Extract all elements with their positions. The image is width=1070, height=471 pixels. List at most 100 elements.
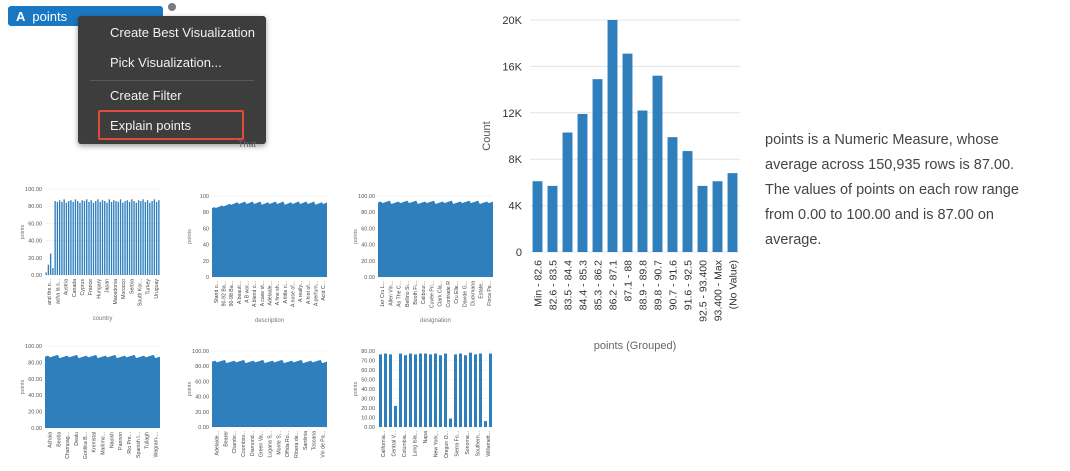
- mini-bar: [108, 199, 110, 275]
- histogram-bar: [727, 173, 738, 252]
- histogram-bar: [592, 79, 603, 252]
- x-tick-label: Spanish I...: [136, 432, 142, 458]
- x-tick-label: Contrade R: [446, 281, 452, 308]
- menu-item-explain-points[interactable]: Explain points: [110, 118, 191, 133]
- menu-divider: [90, 80, 254, 81]
- x-tick-label: Columbia...: [402, 431, 408, 457]
- x-axis-label: designation: [420, 318, 451, 324]
- mini-bar: [394, 405, 397, 427]
- mini-bar: [52, 268, 54, 275]
- x-tick-label: New York...: [434, 431, 440, 457]
- y-tick-label: 0: [516, 247, 522, 259]
- y-tick-label: 60.00: [28, 221, 42, 227]
- menu-item-pick-visualization[interactable]: Pick Visualization...: [110, 55, 222, 70]
- y-tick-label: 80.00: [28, 204, 42, 210]
- x-tick-label: Bellino Si...: [405, 281, 411, 307]
- x-tick-label: 90-92 Ba...: [222, 281, 228, 306]
- x-tick-label: Uruguay: [154, 279, 160, 299]
- x-tick-label: Beotia: [56, 432, 62, 447]
- x-tick-label: 90-98 Ba...: [229, 281, 235, 306]
- x-tick-label: France: [88, 279, 94, 295]
- mini-bar: [81, 200, 83, 275]
- mini-bar: [140, 201, 142, 275]
- mini-bar: [128, 201, 131, 275]
- x-tick-label: 89.8 - 90.7: [653, 260, 665, 310]
- x-tick-label: (No Value): [728, 260, 740, 309]
- y-tick-label: 20.00: [28, 256, 42, 262]
- x-tick-label: Green Va...: [259, 431, 265, 457]
- context-menu: Create Best Visualization Pick Visualiza…: [78, 16, 266, 144]
- x-tick-label: A hint of...: [306, 281, 312, 304]
- x-tick-label: Chambr...: [232, 431, 238, 454]
- mini-bar: [479, 353, 482, 427]
- x-tick-label: Austria: [64, 279, 70, 295]
- mini-bar: [77, 201, 79, 275]
- x-tick-label: Pannon: [118, 432, 124, 450]
- mini-bar: [399, 353, 402, 427]
- x-tick-label: 1er Cru L...: [380, 281, 386, 307]
- mini-bar: [99, 201, 101, 275]
- x-tick-label: Achaia: [47, 432, 53, 448]
- x-tick-label: Allen Vin...: [388, 281, 394, 306]
- x-tick-label: Monte S...: [276, 431, 282, 455]
- x-tick-label: Canada: [72, 279, 78, 297]
- mini-bar: [144, 201, 147, 275]
- y-tick-label: 0.00: [198, 425, 209, 431]
- y-tick-label: 20.00: [28, 410, 42, 416]
- x-tick-label: Japan: [105, 279, 111, 293]
- y-axis-label: points: [353, 381, 359, 396]
- x-tick-label: Booth Fi...: [413, 281, 419, 305]
- menu-item-create-filter[interactable]: Create Filter: [110, 88, 182, 103]
- mini-bar: [142, 199, 144, 275]
- x-tick-label: Cuvée Pri...: [429, 281, 435, 308]
- mini-bar: [83, 201, 86, 275]
- mini-bar: [414, 354, 417, 427]
- x-tick-label: 90.7 - 91.6: [668, 260, 680, 310]
- x-axis-label: description: [255, 318, 284, 324]
- y-axis-label: points: [187, 381, 193, 396]
- mini-bar: [115, 201, 117, 275]
- x-tick-label: 92.5 - 93.400: [698, 260, 710, 322]
- mini-bar: [424, 353, 427, 427]
- mini-chart-designation: 0.00 20.00 40.00 60.00 80.00 100.00 points 1er …: [353, 194, 493, 324]
- mini-bar: [429, 354, 432, 427]
- y-tick-label: 100.00: [358, 194, 375, 200]
- mini-bar: [117, 201, 119, 275]
- mini-bar: [379, 354, 382, 427]
- histogram-bar: [562, 132, 573, 252]
- y-tick-label: 60.00: [361, 368, 375, 374]
- x-tick-label: A B wor...: [245, 281, 251, 303]
- mini-bar: [95, 201, 97, 275]
- mini-bar: [474, 354, 477, 427]
- mini-bar: [126, 200, 128, 275]
- mini-bar: [104, 201, 106, 275]
- x-tick-label: Sardinia: [303, 431, 309, 450]
- histogram-bar: [577, 113, 588, 253]
- mini-bar: [45, 272, 47, 275]
- x-tick-label: 82.6 - 83.5: [548, 260, 560, 310]
- mini-bar: [484, 421, 487, 427]
- x-tick-label: Offida Ro...: [285, 431, 291, 457]
- x-tick-label: 87.1 - 88: [623, 260, 635, 302]
- x-tick-label: Coombsv...: [241, 431, 247, 457]
- description-line: average.: [765, 232, 822, 248]
- mini-chart-country: 0.00 20.00 40.00 60.00 80.00 100.00 points and …: [20, 187, 160, 322]
- mini-bar: [106, 202, 108, 275]
- mini-bar: [63, 199, 65, 275]
- pill-handle-icon[interactable]: [168, 3, 176, 11]
- histogram-bar: [547, 185, 558, 252]
- x-tick-label: Marlimo...: [101, 432, 107, 455]
- y-tick-label: 80: [203, 210, 209, 216]
- mini-chart-region-2: 0.00 10.00 20.00 30.00 40.00 50.00 60.00 70.00 8…: [353, 349, 493, 458]
- mini-bar: [439, 355, 442, 427]
- y-tick-label: 50.00: [361, 378, 375, 384]
- x-tick-label: Sonoma...: [465, 431, 471, 455]
- histogram-bar: [697, 185, 708, 252]
- mini-bar: [56, 201, 59, 275]
- x-tick-label: Calibour...: [421, 281, 427, 304]
- menu-item-create-best-visualization[interactable]: Create Best Visualization: [110, 25, 256, 40]
- y-tick-label: 60.00: [28, 377, 42, 383]
- y-tick-label: 80.00: [195, 364, 209, 370]
- mini-bar: [58, 200, 61, 275]
